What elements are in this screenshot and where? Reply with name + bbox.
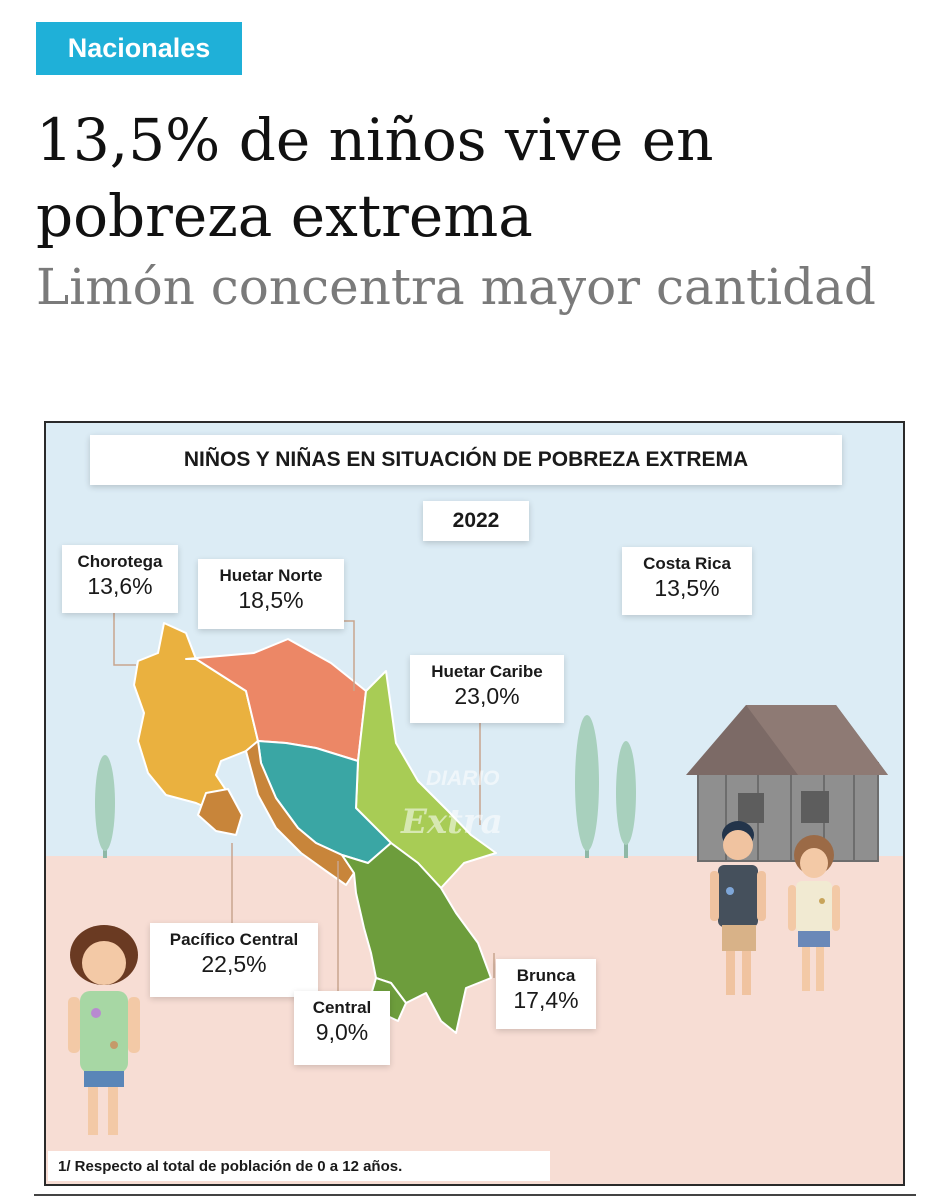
infographic-title: NIÑOS Y NIÑAS EN SITUACIÓN DE POBREZA EX… xyxy=(90,435,842,485)
region-value: 18,5% xyxy=(238,587,304,613)
label-pacifico-central: Pacífico Central 22,5% xyxy=(150,923,318,997)
girl-right-illustration xyxy=(788,835,840,991)
leader-huetar-norte xyxy=(341,620,355,691)
article-headline: 13,5% de niños vive en pobreza extrema xyxy=(36,106,714,250)
region-name: Chorotega xyxy=(77,552,163,571)
ground-background xyxy=(46,856,903,1184)
infographic-year: 2022 xyxy=(423,501,529,541)
region-value: 13,5% xyxy=(654,575,720,601)
region-name: Pacífico Central xyxy=(169,930,299,949)
region-value: 13,6% xyxy=(87,573,153,599)
region-value: 22,5% xyxy=(201,951,267,977)
diario-extra-watermark: DIARIO Extra xyxy=(400,767,503,842)
region-value: 17,4% xyxy=(513,987,579,1013)
section-tag-nacionales[interactable]: Nacionales xyxy=(36,22,242,75)
tree-right-2-icon xyxy=(616,741,636,858)
region-brunca xyxy=(341,842,492,1034)
infographic-scene: DIARIO Extra xyxy=(46,423,903,1184)
leader-lines xyxy=(113,608,495,991)
svg-text:DIARIO: DIARIO xyxy=(426,767,500,790)
svg-text:Extra: Extra xyxy=(400,802,503,842)
region-value: 9,0% xyxy=(315,1019,369,1045)
region-name: Costa Rica xyxy=(643,554,731,573)
label-central: Central 9,0% xyxy=(294,991,390,1065)
tree-left-icon xyxy=(95,755,115,858)
label-huetar-norte: Huetar Norte 18,5% xyxy=(198,559,344,629)
region-name: Central xyxy=(312,998,372,1017)
tree-right-1-icon xyxy=(575,715,599,858)
region-peninsula-nicoya xyxy=(197,788,243,836)
region-value: 23,0% xyxy=(454,683,520,709)
label-brunca: Brunca 17,4% xyxy=(496,959,596,1029)
region-name: Huetar Caribe xyxy=(431,662,543,681)
region-name: Huetar Norte xyxy=(219,566,323,585)
label-costa-rica: Costa Rica 13,5% xyxy=(622,547,752,615)
article-subheadline: Limón concentra mayor cantidad xyxy=(36,258,876,316)
label-chorotega: Chorotega 13,6% xyxy=(62,545,178,613)
boy-illustration xyxy=(710,821,766,995)
poverty-infographic: DIARIO Extra xyxy=(44,421,905,1186)
region-name: Brunca xyxy=(516,966,576,985)
costa-rica-map xyxy=(133,622,497,1034)
leader-chorotega xyxy=(113,608,136,666)
label-huetar-caribe: Huetar Caribe 23,0% xyxy=(410,655,564,723)
bottom-divider xyxy=(34,1194,916,1196)
infographic-footnote: 1/ Respecto al total de población de 0 a… xyxy=(48,1151,550,1181)
girl-left-illustration xyxy=(68,925,140,1135)
